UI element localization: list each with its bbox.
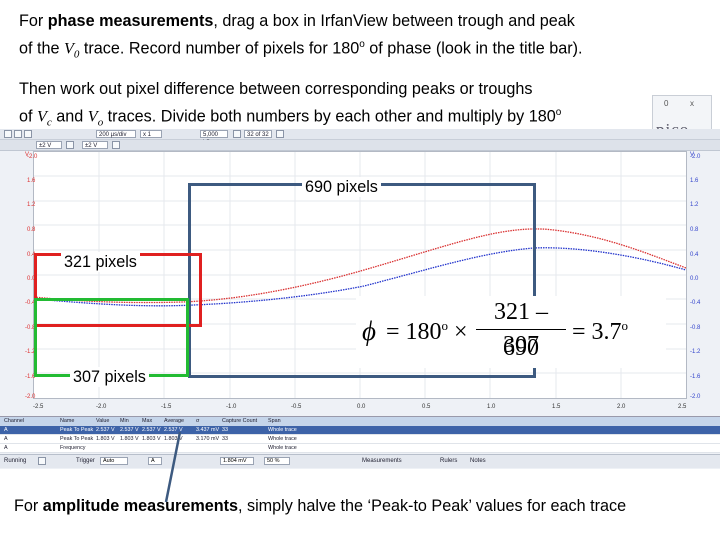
y-tick-left-9: -1.6 bbox=[25, 374, 36, 380]
y-tick-right-5: 0.0 bbox=[690, 276, 699, 282]
col-min[interactable]: Min bbox=[120, 418, 129, 424]
x-tick-5: 0.0 bbox=[357, 404, 366, 410]
arrow-icon[interactable] bbox=[4, 130, 12, 138]
notes-button[interactable]: Notes bbox=[470, 458, 486, 464]
minimize-icon[interactable]: 0 bbox=[664, 99, 669, 108]
y-tick-right-8: -1.2 bbox=[690, 349, 701, 355]
amplitude-instruction: For amplitude measurements, simply halve… bbox=[14, 497, 627, 515]
channel-b-range[interactable]: ±2 V bbox=[82, 141, 108, 149]
col-span[interactable]: Span bbox=[268, 418, 281, 424]
y-tick-left-2: 1.2 bbox=[27, 202, 36, 208]
y-tick-right-6: -0.4 bbox=[690, 300, 701, 306]
y-tick-right-3: 0.8 bbox=[690, 227, 699, 233]
x-tick-7: 1.0 bbox=[487, 404, 496, 410]
y-tick-right-2: 1.2 bbox=[690, 202, 699, 208]
col-sigma[interactable]: σ bbox=[196, 418, 200, 424]
formula-lhs: = 180o × bbox=[386, 318, 468, 345]
buffer-indicator: 32 of 32 bbox=[244, 130, 272, 138]
phase-formula: ϕ = 180o × 321 – 307 690 = 3.7o bbox=[356, 296, 666, 368]
zoom-icon[interactable] bbox=[24, 130, 32, 138]
channel-a-range[interactable]: ±2 V bbox=[36, 141, 62, 149]
x-tick-6: 0.5 bbox=[422, 404, 431, 410]
trigger-mode-select[interactable]: Auto bbox=[100, 457, 128, 465]
x-tick-2: -1.5 bbox=[161, 404, 172, 410]
y-tick-left-0: -2.0 bbox=[27, 154, 38, 160]
pretrigger-input[interactable]: 50 % bbox=[264, 457, 290, 465]
col-channel[interactable]: Channel bbox=[4, 418, 25, 424]
trace-red bbox=[33, 228, 687, 304]
timebase-select[interactable]: 200 µs/div bbox=[96, 130, 136, 138]
toolbar-top: 200 µs/div x 1 5,000 kS 32 of 32 bbox=[0, 129, 720, 146]
prev-buffer-icon[interactable] bbox=[233, 130, 241, 138]
close-icon[interactable]: x bbox=[690, 99, 694, 108]
instruction-line-3: Then work out pixel difference between c… bbox=[19, 80, 533, 98]
formula-result: = 3.7o bbox=[572, 318, 629, 345]
y-tick-right-0: -2.0 bbox=[690, 154, 701, 160]
formula-fraction: 321 – 307 690 bbox=[476, 296, 566, 363]
coupling-icon[interactable] bbox=[66, 141, 74, 149]
instruction-line-4: of Vc and Vo traces. Divide both numbers… bbox=[19, 107, 562, 129]
table-row[interactable]: A Frequency Whole trace bbox=[0, 444, 720, 453]
y-tick-left-3: 0.8 bbox=[27, 227, 36, 233]
trigger-label: Trigger bbox=[76, 458, 95, 464]
status-bar: Running Trigger Auto A 1.804 mV 50 % Mea… bbox=[0, 454, 720, 468]
formula-denominator: 690 bbox=[503, 335, 539, 361]
multiplier-select[interactable]: x 1 bbox=[140, 130, 162, 138]
trace-blue bbox=[33, 247, 687, 307]
y-axis-unit-right: V bbox=[690, 152, 695, 158]
col-max[interactable]: Max bbox=[142, 418, 153, 424]
x-tick-1: -2.0 bbox=[96, 404, 107, 410]
y-tick-right-9: -1.6 bbox=[690, 374, 701, 380]
x-tick-9: 2.0 bbox=[617, 404, 626, 410]
y-tick-left-5: 0.0 bbox=[27, 276, 36, 282]
col-value[interactable]: Value bbox=[96, 418, 110, 424]
running-status[interactable]: Running bbox=[4, 458, 27, 464]
y-tick-right-10: -2.0 bbox=[690, 394, 701, 400]
col-name[interactable]: Name bbox=[60, 418, 75, 424]
measurements-button[interactable]: Measurements bbox=[362, 458, 402, 464]
measurements-header: Channel Name Value Min Max Average σ Cap… bbox=[0, 416, 720, 426]
instruction-line-1: For phase measurements, drag a box in Ir… bbox=[19, 12, 575, 30]
y-tick-left-4: 0.4 bbox=[27, 252, 36, 258]
y-tick-right-1: 1.6 bbox=[690, 178, 699, 184]
col-average[interactable]: Average bbox=[164, 418, 184, 424]
emphasis-phase: phase measurements bbox=[47, 12, 214, 30]
hand-icon[interactable] bbox=[14, 130, 22, 138]
y-tick-left-10: -2.0 bbox=[25, 394, 36, 400]
x-tick-4: -0.5 bbox=[291, 404, 302, 410]
label-321-pixels: 321 pixels bbox=[61, 252, 140, 272]
stop-icon[interactable] bbox=[38, 457, 46, 465]
y-tick-left-8: -1.2 bbox=[25, 349, 36, 355]
y-axis-unit-left: V bbox=[25, 152, 30, 158]
table-row[interactable]: A Peak To Peak 1.803 V 1.803 V 1.803 V 1… bbox=[0, 435, 720, 444]
col-capture-count[interactable]: Capture Count bbox=[222, 418, 258, 424]
trigger-level-input[interactable]: 1.804 mV bbox=[220, 457, 254, 465]
y-tick-right-4: 0.4 bbox=[690, 252, 699, 258]
table-row[interactable]: A Peak To Peak 2.537 V 2.537 V 2.537 V 2… bbox=[0, 426, 720, 435]
emphasis-amplitude: amplitude measurements bbox=[42, 497, 238, 515]
y-tick-right-7: -0.8 bbox=[690, 325, 701, 331]
rulers-button[interactable]: Rulers bbox=[440, 458, 458, 464]
formula-numerator: 321 – 307 bbox=[476, 296, 566, 358]
phi-symbol: ϕ bbox=[362, 316, 376, 346]
y-tick-left-1: 1.6 bbox=[27, 178, 36, 184]
toolbar-channels: ±2 V ±2 V bbox=[0, 140, 720, 151]
x-tick-0: -2.5 bbox=[33, 404, 44, 410]
x-tick-10: 2.5 bbox=[678, 404, 687, 410]
instruction-line-2: of the V0 trace. Record number of pixels… bbox=[19, 39, 583, 61]
label-690-pixels: 690 pixels bbox=[302, 177, 381, 197]
x-tick-8: 1.5 bbox=[552, 404, 561, 410]
label-307-pixels: 307 pixels bbox=[70, 367, 149, 387]
coupling-b-icon[interactable] bbox=[112, 141, 120, 149]
y-tick-left-7: -0.8 bbox=[25, 325, 36, 331]
trigger-channel-select[interactable]: A bbox=[148, 457, 162, 465]
next-buffer-icon[interactable] bbox=[276, 130, 284, 138]
x-tick-3: -1.0 bbox=[226, 404, 237, 410]
y-tick-left-6: -0.4 bbox=[25, 300, 36, 306]
